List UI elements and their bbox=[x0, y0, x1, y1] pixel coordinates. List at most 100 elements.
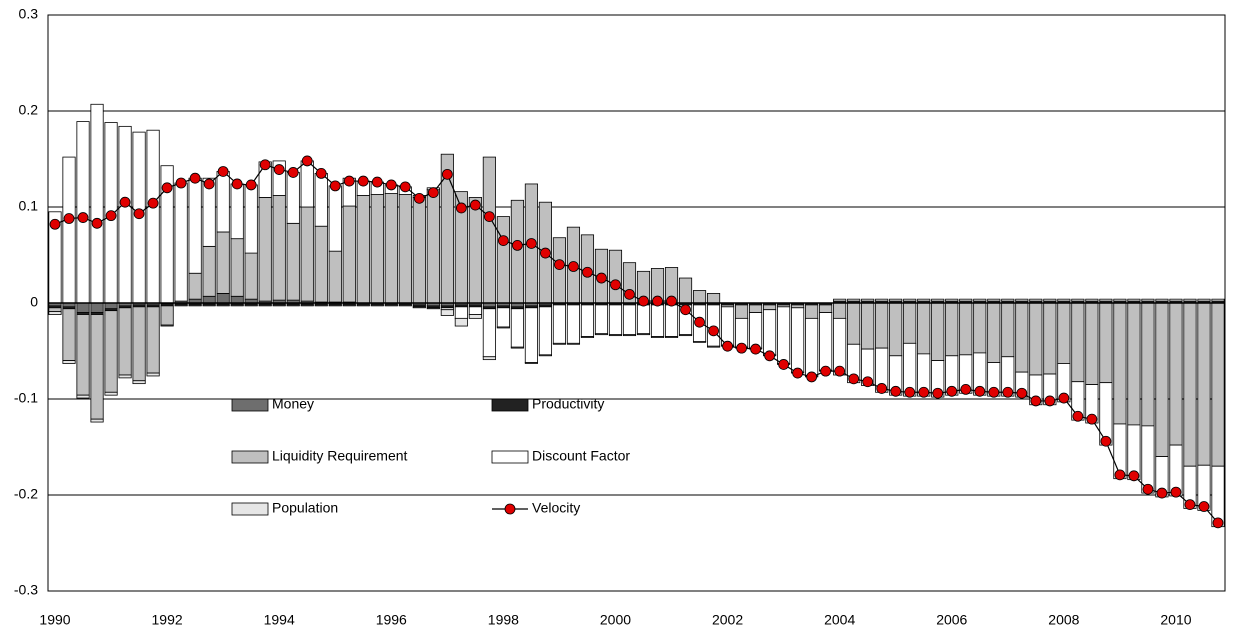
bar-segment bbox=[1113, 302, 1127, 425]
velocity-marker bbox=[806, 371, 818, 383]
bar-segment bbox=[118, 125, 132, 304]
velocity-marker bbox=[455, 202, 467, 214]
bar-segment bbox=[62, 308, 76, 362]
bar-segment bbox=[160, 305, 174, 326]
bar-segment bbox=[104, 302, 118, 310]
bar-segment bbox=[1001, 298, 1015, 302]
velocity-marker bbox=[203, 178, 215, 190]
bar-segment bbox=[118, 307, 132, 376]
bar-segment bbox=[468, 306, 482, 315]
bar-segment bbox=[48, 311, 62, 315]
bar-segment bbox=[314, 225, 328, 303]
y-tick-label: -0.3 bbox=[14, 582, 38, 598]
velocity-marker bbox=[1184, 499, 1196, 511]
bar-segment bbox=[230, 183, 244, 240]
velocity-marker bbox=[329, 180, 341, 192]
bar-segment bbox=[482, 308, 496, 358]
bar-segment bbox=[384, 193, 398, 304]
velocity-marker bbox=[848, 373, 860, 385]
velocity-marker bbox=[820, 365, 832, 377]
bar-segment bbox=[580, 336, 595, 338]
velocity-marker bbox=[1170, 486, 1182, 498]
bar-segment bbox=[1211, 298, 1225, 302]
bar-segment bbox=[482, 156, 496, 304]
velocity-marker bbox=[876, 383, 888, 394]
bar-segment bbox=[1169, 298, 1183, 302]
bar-segment bbox=[314, 304, 328, 307]
velocity-marker bbox=[385, 179, 397, 191]
velocity-marker bbox=[1100, 435, 1112, 447]
bar-segment bbox=[146, 372, 160, 377]
bar-segment bbox=[1057, 298, 1071, 302]
bar-segment bbox=[328, 304, 342, 307]
bar-segment bbox=[496, 307, 510, 328]
bar-segment bbox=[370, 194, 384, 304]
legend-label: Liquidity Requirement bbox=[272, 448, 408, 464]
bar-segment bbox=[132, 306, 146, 382]
bar-segment bbox=[496, 326, 510, 329]
bar-segment bbox=[356, 195, 370, 304]
bar-segment bbox=[763, 304, 777, 311]
bar-segment bbox=[1071, 298, 1085, 302]
bar-segment bbox=[1001, 302, 1015, 358]
x-tick-label: 2004 bbox=[824, 612, 855, 628]
bar-segment bbox=[286, 304, 300, 307]
velocity-marker bbox=[469, 199, 481, 211]
bar-segment bbox=[650, 336, 665, 338]
bar-segment bbox=[1127, 298, 1141, 302]
bar-segment bbox=[833, 302, 847, 319]
velocity-marker bbox=[722, 340, 733, 352]
bar-segment bbox=[174, 304, 188, 307]
x-tick-label: 2010 bbox=[1160, 612, 1191, 628]
velocity-marker bbox=[1072, 410, 1084, 422]
legend-swatch bbox=[231, 398, 269, 412]
velocity-marker bbox=[1058, 392, 1070, 404]
bar-segment bbox=[707, 292, 721, 304]
bar-segment bbox=[1141, 302, 1155, 427]
bar-segment bbox=[62, 360, 76, 364]
legend-marker bbox=[504, 503, 516, 515]
velocity-marker bbox=[862, 376, 874, 388]
x-tick-label: 1990 bbox=[39, 612, 70, 628]
bar-segment bbox=[889, 298, 903, 302]
bar-segment bbox=[90, 302, 104, 314]
velocity-marker bbox=[231, 178, 243, 190]
bar-segment bbox=[1015, 298, 1029, 302]
bar-segment bbox=[286, 222, 300, 301]
legend-label: Productivity bbox=[532, 396, 604, 412]
bar-segment bbox=[398, 304, 412, 307]
bar-segment bbox=[889, 302, 903, 357]
bar-segment bbox=[875, 298, 889, 302]
velocity-marker bbox=[399, 181, 411, 193]
bar-segment bbox=[524, 307, 538, 363]
bar-segment bbox=[300, 304, 314, 307]
bar-segment bbox=[104, 310, 118, 393]
velocity-marker bbox=[413, 192, 425, 204]
velocity-marker bbox=[596, 272, 607, 284]
bar-segment bbox=[1057, 302, 1071, 364]
velocity-marker bbox=[175, 177, 187, 189]
velocity-marker bbox=[764, 350, 776, 362]
bar-segment bbox=[258, 304, 272, 307]
bar-segment bbox=[903, 298, 917, 302]
bar-segment bbox=[272, 304, 286, 307]
velocity-marker bbox=[666, 295, 677, 307]
x-tick-label: 2000 bbox=[600, 612, 631, 628]
velocity-marker bbox=[63, 213, 75, 224]
bar-segment bbox=[370, 304, 384, 307]
bar-segment bbox=[76, 302, 90, 314]
bar-segment bbox=[1029, 298, 1043, 302]
legend-swatch bbox=[231, 450, 269, 464]
velocity-marker bbox=[1156, 487, 1168, 499]
bar-segment bbox=[917, 302, 931, 355]
legend-swatch bbox=[491, 450, 529, 464]
bar-segment bbox=[805, 317, 819, 377]
bar-segment bbox=[1141, 298, 1155, 302]
bar-segment bbox=[847, 302, 861, 345]
legend-swatch bbox=[231, 502, 269, 516]
bar-segment bbox=[1029, 302, 1043, 376]
bar-segment bbox=[622, 304, 637, 336]
bar-segment bbox=[230, 295, 244, 304]
bar-segment bbox=[426, 189, 440, 304]
